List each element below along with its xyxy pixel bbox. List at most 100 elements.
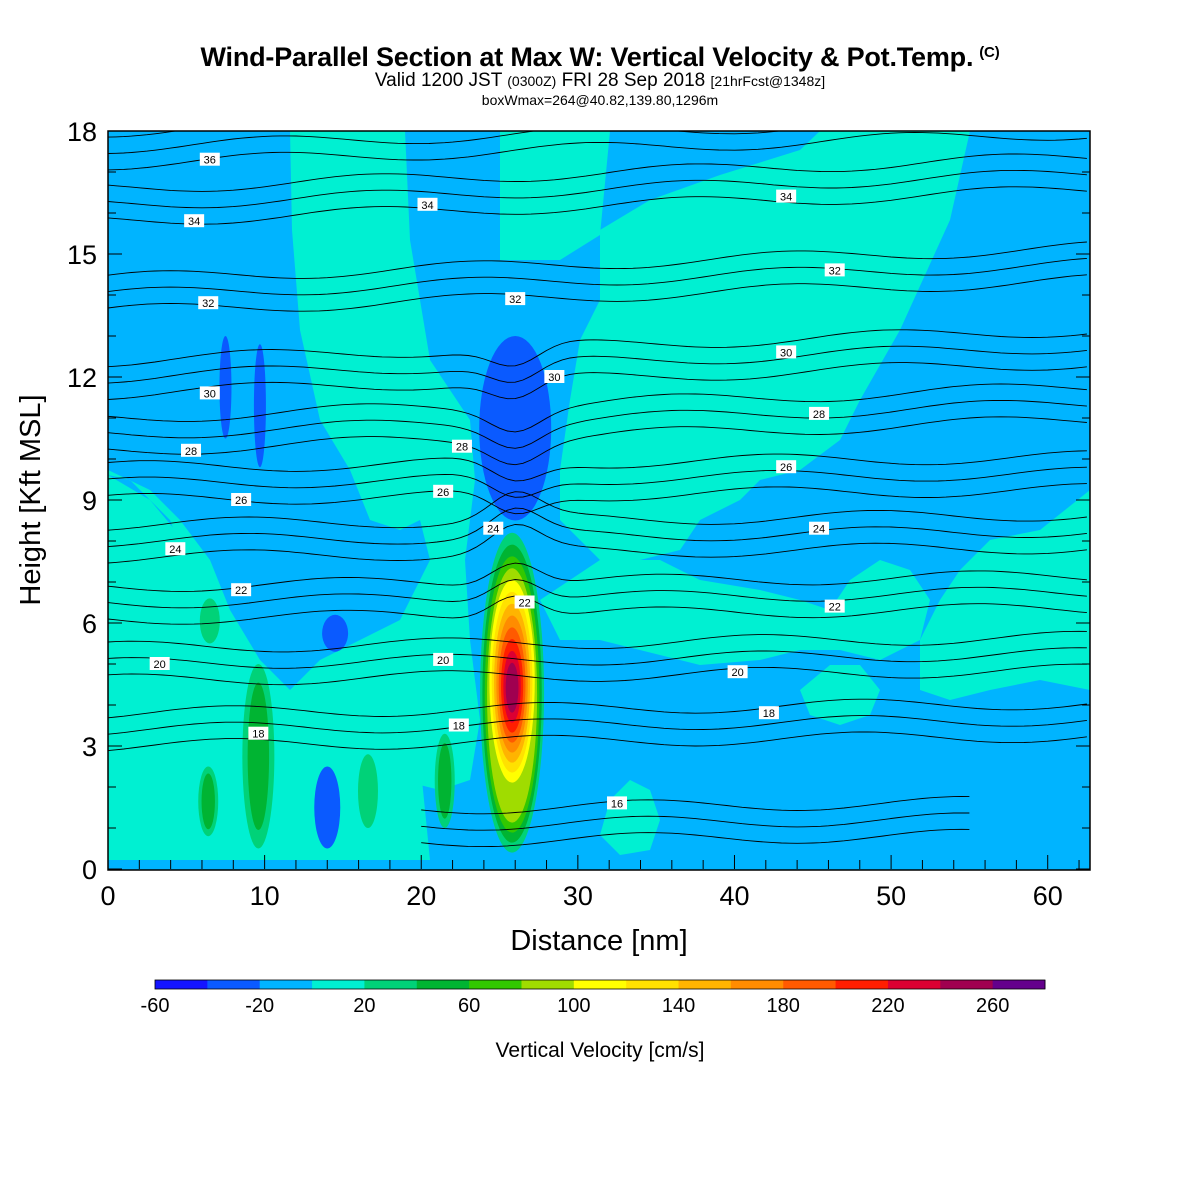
colorbar-swatch — [783, 980, 837, 989]
label-box — [824, 263, 845, 277]
colorbar-swatch — [312, 980, 365, 989]
label-box — [198, 296, 219, 310]
theta-label-text: 20 — [731, 667, 743, 679]
theta-contour-36 — [108, 132, 1087, 171]
theta-label: 24 — [483, 521, 504, 536]
downdraft-2 — [322, 614, 349, 652]
colorbar: -60 -20 20 60 100 140 180 220 260 — [141, 979, 1046, 1017]
theta-label-text: 22 — [829, 602, 841, 614]
weak-updraft-6 — [242, 664, 275, 849]
theta-label-text: 36 — [204, 155, 216, 167]
updraft-band — [199, 598, 220, 644]
label-box — [448, 718, 469, 732]
label-box — [776, 345, 797, 359]
theta-label: 18 — [448, 718, 469, 733]
theta-label-text: 20 — [437, 655, 449, 667]
theta-label-text: 24 — [487, 524, 499, 536]
y-tick-label: 12 — [67, 363, 97, 393]
label-box — [231, 493, 252, 506]
theta-label-text: 28 — [185, 446, 197, 458]
label-box — [451, 439, 472, 453]
colorbar-swatch — [573, 980, 627, 989]
theta-label-text: 34 — [421, 200, 433, 212]
label-box — [607, 796, 628, 810]
chart-subtitle: Valid 1200 JST (0300Z) FRI 28 Sep 2018 [… — [374, 70, 826, 91]
colorbar-swatch — [259, 980, 313, 989]
theta-label: 26 — [776, 460, 797, 474]
theta-label-text: 18 — [252, 729, 264, 741]
theta-label: 24 — [165, 542, 186, 556]
theta-contour-32 — [108, 274, 1087, 312]
updraft-band — [438, 743, 452, 819]
colorbar-tick-label: 220 — [871, 995, 904, 1017]
colorbar-swatch — [678, 980, 732, 989]
label-box — [184, 214, 205, 228]
label-box — [199, 152, 220, 166]
theta-contour-36 — [108, 131, 784, 154]
theta-contour-24 — [108, 507, 1087, 548]
label-box — [149, 657, 170, 670]
label-box — [231, 583, 252, 597]
theta-label-text: 28 — [813, 409, 825, 421]
x-tick-label: 20 — [406, 881, 436, 911]
theta-contour-24 — [108, 491, 1087, 531]
colorbar-swatch — [416, 980, 470, 989]
x-tick-label: 30 — [563, 881, 593, 911]
theta-label-text: 16 — [611, 798, 623, 810]
theta-contours — [108, 131, 1087, 848]
label-box — [433, 484, 454, 498]
updraft-band — [247, 682, 270, 831]
theta-contour-16 — [421, 828, 970, 848]
copyright-mark: (C) — [979, 44, 1000, 61]
theta-label: 34 — [776, 189, 797, 204]
theta-contour-16 — [421, 812, 970, 831]
theta-label: 22 — [514, 595, 535, 610]
theta-label-text: 18 — [763, 708, 775, 720]
colorbar-swatch — [364, 980, 418, 989]
theta-contour-20 — [108, 630, 1087, 653]
theta-label-text: 30 — [780, 347, 792, 359]
theta-label: 26 — [231, 493, 252, 507]
y-tick-label: 3 — [82, 732, 97, 762]
theta-label: 36 — [199, 152, 220, 167]
theta-contour-24 — [108, 524, 1087, 564]
x-tick-label: 10 — [250, 881, 280, 911]
label-box — [809, 521, 830, 535]
theta-label: 22 — [231, 583, 252, 597]
theta-contour-30 — [108, 345, 1087, 384]
label-box — [514, 595, 535, 609]
theta-contour-30 — [108, 329, 1087, 368]
theta-label: 28 — [451, 439, 472, 454]
colorbar-swatch — [940, 980, 994, 989]
theta-contour-32 — [108, 257, 1087, 296]
weak-updraft-8 — [199, 598, 220, 644]
theta-contour-18 — [108, 731, 1087, 752]
label-box — [483, 521, 504, 535]
label-box — [727, 665, 748, 679]
updraft-band — [357, 754, 378, 828]
label-box — [824, 599, 845, 613]
y-tick-label: 9 — [82, 486, 97, 516]
theta-label: 30 — [199, 386, 220, 400]
theta-contour-20 — [108, 663, 1087, 686]
theta-label-text: 32 — [202, 298, 214, 310]
core-band — [505, 662, 519, 713]
theta-contour-22 — [108, 595, 1087, 625]
chart-title: Wind-Parallel Section at Max W: Vertical… — [200, 42, 1000, 72]
x-axis: 0 10 20 30 40 50 60 — [100, 855, 1080, 911]
weak-updraft-9 — [434, 733, 455, 828]
y-axis-label: Height [Kft MSL] — [15, 394, 47, 605]
downdraft-1 — [479, 336, 552, 521]
label-box — [433, 652, 454, 666]
label-box — [758, 706, 779, 720]
theta-label: 34 — [184, 214, 205, 228]
theta-label-text: 34 — [780, 192, 792, 204]
cyan-band-4 — [560, 131, 970, 560]
theta-contour-22 — [108, 579, 1087, 609]
theta-label-text: 20 — [154, 659, 166, 671]
label-box — [165, 542, 186, 556]
theta-contour-34 — [108, 153, 1087, 192]
theta-label: 28 — [181, 443, 202, 458]
theta-label-text: 28 — [456, 442, 468, 454]
